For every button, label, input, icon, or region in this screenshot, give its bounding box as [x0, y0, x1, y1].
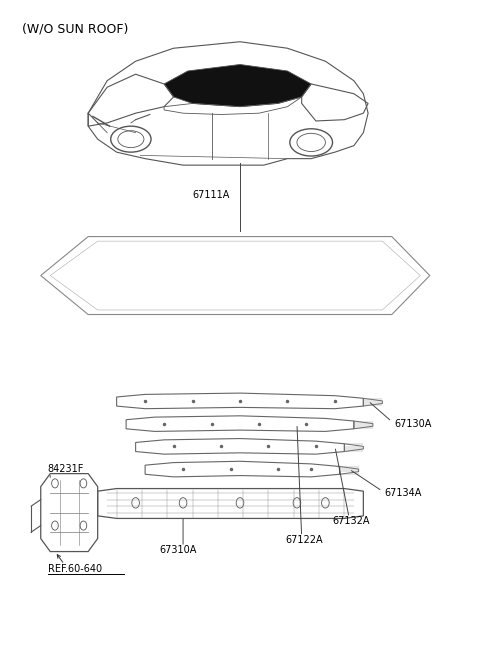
- Text: 67134A: 67134A: [384, 488, 422, 498]
- Text: 67132A: 67132A: [333, 516, 370, 526]
- Text: 67111A: 67111A: [193, 190, 230, 200]
- Text: 67130A: 67130A: [394, 419, 432, 428]
- Text: 84231F: 84231F: [48, 464, 84, 474]
- Text: 67310A: 67310A: [159, 545, 197, 555]
- Text: (W/O SUN ROOF): (W/O SUN ROOF): [22, 22, 128, 35]
- Text: 67122A: 67122A: [285, 535, 323, 545]
- Polygon shape: [164, 64, 311, 107]
- Text: REF.60-640: REF.60-640: [48, 564, 102, 574]
